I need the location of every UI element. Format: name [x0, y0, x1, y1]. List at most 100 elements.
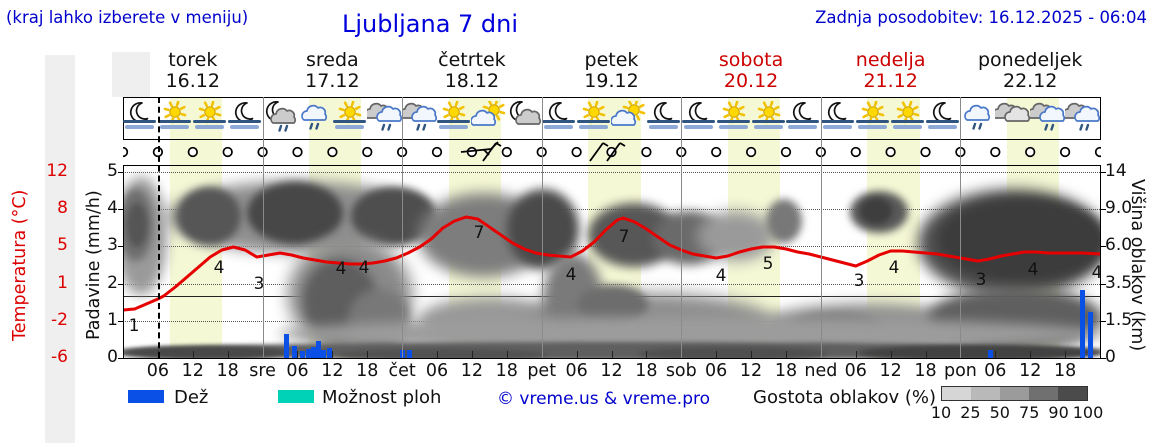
- rain-legend-swatch: [128, 390, 164, 403]
- temp-tick-label: -6: [51, 347, 68, 367]
- cloud-scale-segment: [942, 387, 971, 400]
- x-tick-label: 06: [705, 361, 728, 381]
- x-minor-tick: [1065, 351, 1067, 358]
- precip-tick-label: 3: [107, 235, 118, 256]
- day-date: 16.12: [165, 70, 220, 92]
- x-tick-label: 18: [774, 361, 798, 381]
- rain-bar: [1088, 312, 1093, 358]
- weather-icon-sun-fog: [751, 100, 787, 133]
- temperature-value-label: 7: [473, 223, 485, 243]
- day-date: 20.12: [723, 70, 779, 92]
- wind-calm-marker: [292, 146, 303, 158]
- day-name: sobota: [718, 49, 784, 71]
- temperature-value-label: 4: [1027, 260, 1039, 280]
- cloud-blob: [638, 347, 828, 358]
- left-axis-tick: [118, 246, 123, 248]
- x-minor-tick: [995, 351, 997, 358]
- cloud-blob: [938, 198, 1100, 282]
- day-header-sobota: sobota 20.12: [681, 50, 821, 92]
- cloud-blob: [127, 203, 147, 247]
- x-tick-label: 06: [984, 361, 1007, 381]
- x-tick-label: 12: [600, 361, 623, 381]
- cloud-scale-number: 10: [930, 403, 952, 422]
- rain-bar: [292, 346, 297, 358]
- weather-icon-clouds: [991, 101, 1031, 133]
- temperature-value-label: 4: [213, 258, 225, 278]
- weather-icon-sun-fog: [332, 100, 368, 133]
- rain-bar: [316, 341, 321, 358]
- temperature-value-label: 4: [335, 259, 347, 279]
- day-name: torek: [168, 49, 218, 71]
- weather-icon-sun-fog: [576, 100, 612, 133]
- temperature-value-label: 7: [618, 227, 630, 247]
- cloud-density-scale: [941, 386, 1088, 401]
- weather-icon-sun-cloud: [470, 98, 507, 133]
- right-axis-tick: [1101, 320, 1106, 322]
- x-tick-label: 18: [216, 361, 239, 381]
- menu-hint: (kraj lahko izberete v meniju): [6, 8, 249, 27]
- weather-icon-moon-fog: [681, 101, 717, 133]
- plot-frame: [123, 165, 1101, 359]
- x-minor-tick: [506, 351, 508, 358]
- x-tick-label: pet: [527, 361, 557, 381]
- day-header-nedelja: nedelja 21.12: [821, 50, 961, 92]
- temp-tick-label: -2: [51, 309, 68, 330]
- x-tick-label: pon: [943, 361, 977, 381]
- wind-calm-marker: [711, 146, 722, 158]
- right-axis-tick: [1101, 209, 1106, 211]
- day-header-torek: torek 16.12: [123, 50, 263, 92]
- cloud-height-tick-label: 0: [1105, 347, 1116, 367]
- copyright-link[interactable]: © vreme.us & vreme.pro: [497, 389, 711, 409]
- x-tick-label: 12: [879, 361, 902, 381]
- header-gray-strip: [112, 52, 150, 97]
- cloud-height-tick-label: 14: [1105, 161, 1127, 181]
- day-date: 17.12: [305, 70, 360, 92]
- weather-icon-cloud-rain: [297, 101, 333, 133]
- wind-calm-marker: [745, 146, 757, 158]
- weather-icon-moon-fog: [785, 101, 821, 133]
- cloud-blob: [338, 349, 548, 358]
- rain-bar: [311, 347, 316, 358]
- cloud-scale-segment: [1029, 387, 1058, 400]
- left-axis-tick: [118, 320, 123, 322]
- x-tick-label: ned: [804, 361, 838, 381]
- day-header-sreda: sreda 17.12: [262, 50, 402, 92]
- cloud-height-tick-label: 3.5: [1105, 272, 1133, 293]
- rain-bar: [306, 349, 311, 358]
- day-separator-line: [960, 97, 962, 358]
- wind-barb: [606, 142, 626, 162]
- wind-calm-marker: [920, 146, 931, 158]
- left-axis-tick: [118, 283, 123, 285]
- wind-calm-marker: [641, 146, 652, 158]
- x-minor-tick: [471, 351, 473, 358]
- cloud-blob: [177, 187, 241, 245]
- temperature-value-label: 4: [888, 258, 900, 278]
- day-name: petek: [584, 49, 639, 71]
- last-update: Zadnja posodobitev: 16.12.2025 - 06:04: [815, 8, 1147, 27]
- weather-icon-moon-cloud: [506, 101, 542, 133]
- rain-bar: [407, 350, 412, 358]
- cloud-scale-number: 100: [1072, 403, 1104, 422]
- left-gray-strip: [45, 55, 75, 443]
- weather-icon-clouds-rain: [1061, 101, 1101, 133]
- weather-icon-sun-fog: [855, 100, 891, 133]
- x-minor-tick: [716, 351, 718, 358]
- precipitation-axis-label: Padavine (mm/h): [84, 190, 104, 340]
- showers-legend-swatch: [278, 390, 314, 403]
- precip-tick-label: 0: [107, 347, 118, 367]
- wind-calm-marker: [187, 146, 198, 158]
- x-minor-tick: [297, 351, 299, 358]
- x-minor-tick: [227, 351, 229, 358]
- x-minor-tick: [332, 351, 334, 358]
- wind-barb: [589, 142, 609, 162]
- cloud-scale-number: 90: [1048, 403, 1069, 422]
- cloud-height-tick-label: 6.0: [1105, 235, 1133, 256]
- rain-bar: [988, 350, 993, 358]
- x-tick-label: čet: [388, 361, 416, 381]
- rain-bar: [327, 348, 332, 358]
- wind-calm-marker: [536, 146, 547, 158]
- cloud-scale-number: 75: [1019, 403, 1040, 422]
- rain-bar: [321, 350, 326, 358]
- wind-calm-marker: [396, 146, 408, 158]
